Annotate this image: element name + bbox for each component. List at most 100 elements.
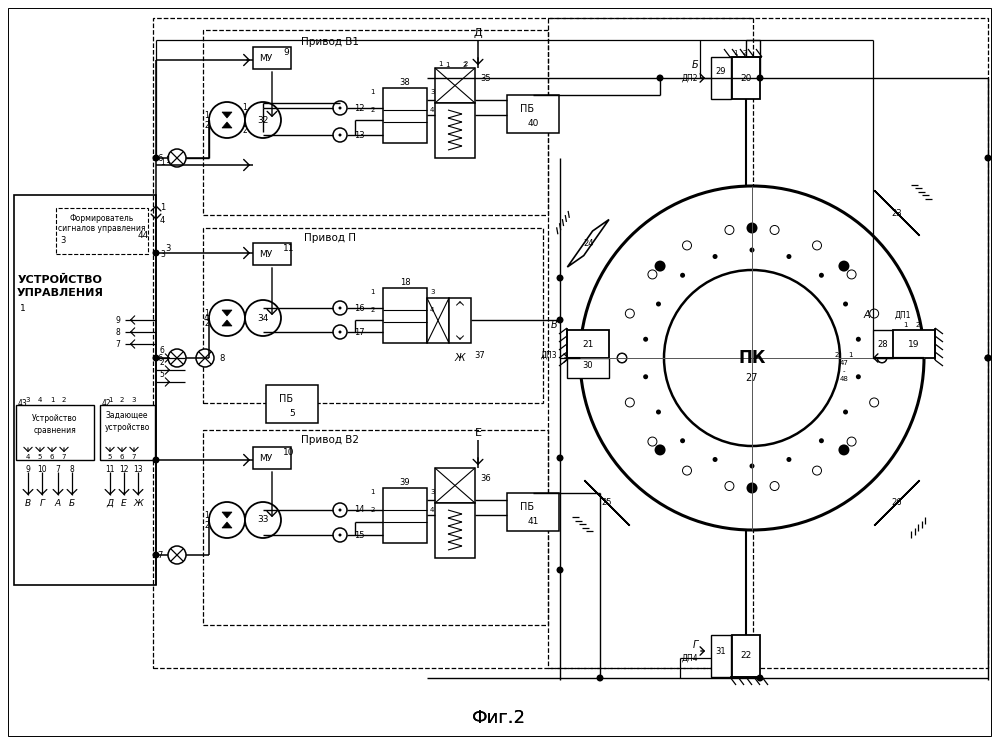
Bar (548, 18, 988, 668)
Text: 2: 2 (371, 107, 375, 113)
Circle shape (339, 533, 342, 536)
Circle shape (712, 457, 717, 462)
Circle shape (333, 101, 347, 115)
Text: 9: 9 (26, 464, 30, 473)
Text: 3: 3 (430, 289, 435, 295)
Text: МУ: МУ (260, 249, 273, 258)
Text: 1: 1 (204, 510, 209, 519)
Text: 8: 8 (219, 353, 225, 362)
Text: Задающее: Задающее (106, 411, 148, 420)
Text: 3: 3 (165, 243, 171, 252)
Polygon shape (222, 522, 232, 528)
Bar (153, 18, 753, 668)
Text: 3: 3 (160, 249, 165, 258)
Text: Д: Д (474, 28, 483, 38)
Text: УСТРОЙСТВО: УСТРОЙСТВО (18, 275, 103, 285)
Text: 28: 28 (878, 339, 888, 348)
Circle shape (196, 349, 214, 367)
Text: Фиг.2: Фиг.2 (472, 709, 526, 727)
Text: 1: 1 (732, 50, 737, 56)
Circle shape (339, 106, 342, 109)
Bar (14, 195, 156, 585)
Circle shape (756, 675, 763, 682)
Circle shape (786, 457, 791, 462)
Bar (266, 385, 318, 423)
Text: 2: 2 (204, 521, 209, 530)
Text: 9: 9 (283, 48, 289, 57)
Circle shape (984, 354, 991, 362)
Circle shape (877, 353, 886, 362)
Bar (507, 493, 559, 531)
Text: 9: 9 (115, 315, 120, 324)
Text: 12: 12 (119, 464, 129, 473)
Text: Г: Г (692, 640, 698, 650)
Circle shape (339, 508, 342, 512)
Text: МУ: МУ (260, 54, 273, 62)
Circle shape (749, 464, 754, 469)
Circle shape (770, 481, 779, 490)
Text: 2: 2 (62, 397, 66, 403)
Text: В: В (550, 320, 557, 330)
Text: Ж: Ж (455, 353, 466, 363)
Circle shape (153, 457, 160, 464)
Text: 2: 2 (371, 307, 375, 313)
Text: А: А (863, 310, 870, 320)
Text: 16: 16 (354, 304, 365, 312)
Circle shape (843, 409, 848, 414)
Bar (253, 47, 291, 69)
Text: Ж: Ж (133, 498, 143, 507)
Text: 1: 1 (371, 489, 375, 495)
Text: 1: 1 (903, 322, 907, 328)
Text: 14: 14 (354, 505, 365, 515)
Text: 17: 17 (354, 327, 365, 336)
Text: 4: 4 (26, 454, 30, 460)
Text: 2: 2 (916, 322, 920, 328)
Text: 6: 6 (160, 345, 165, 354)
Text: Привод В1: Привод В1 (301, 37, 359, 47)
Text: -: - (843, 368, 845, 374)
Polygon shape (222, 122, 232, 128)
Text: 2: 2 (464, 61, 469, 67)
Circle shape (209, 102, 245, 138)
Bar (873, 330, 893, 358)
Bar (253, 243, 291, 265)
Polygon shape (222, 112, 232, 118)
Circle shape (746, 222, 757, 234)
Text: 1: 1 (108, 397, 112, 403)
Circle shape (847, 437, 856, 446)
Text: сравнения: сравнения (34, 426, 76, 434)
Text: 3: 3 (132, 397, 136, 403)
Text: 1: 1 (848, 352, 852, 358)
Circle shape (654, 260, 665, 272)
Text: 4: 4 (203, 313, 208, 322)
Circle shape (168, 149, 186, 167)
Text: 13: 13 (133, 464, 143, 473)
Circle shape (682, 466, 691, 475)
Circle shape (245, 300, 281, 336)
Text: 12: 12 (354, 103, 365, 112)
Text: 11: 11 (105, 464, 115, 473)
Text: 4: 4 (430, 107, 435, 113)
Bar (427, 298, 449, 343)
Text: 19: 19 (908, 339, 920, 348)
Text: МУ: МУ (260, 454, 273, 463)
Text: 3: 3 (26, 397, 30, 403)
Text: 23: 23 (892, 208, 902, 217)
Bar (567, 358, 609, 378)
Bar (732, 57, 760, 99)
Circle shape (870, 398, 879, 407)
Text: 47: 47 (839, 360, 848, 366)
Circle shape (168, 546, 186, 564)
Circle shape (712, 254, 717, 259)
Text: 2: 2 (242, 126, 247, 135)
Text: 6: 6 (158, 353, 163, 362)
Text: 10: 10 (283, 447, 295, 457)
Text: 8: 8 (70, 464, 74, 473)
Bar (253, 447, 291, 469)
Circle shape (870, 309, 879, 318)
Text: 22: 22 (740, 652, 751, 661)
Circle shape (876, 353, 887, 364)
Text: 48: 48 (839, 376, 848, 382)
Bar (383, 88, 427, 143)
Circle shape (643, 337, 648, 341)
